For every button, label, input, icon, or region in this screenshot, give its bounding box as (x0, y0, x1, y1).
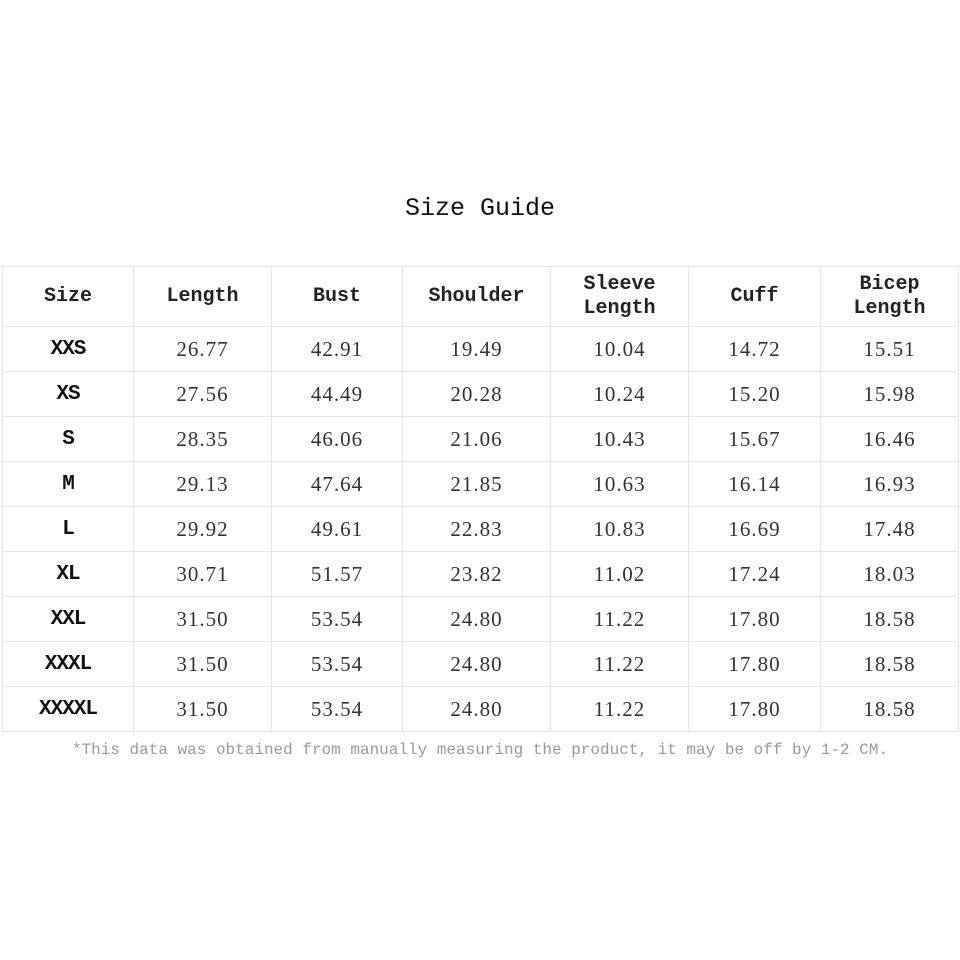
measurement-cell: 17.80 (688, 641, 821, 687)
measurement-cell: 27.56 (133, 371, 272, 417)
measurement-cell: 15.67 (688, 416, 821, 462)
measurement-cell: 16.14 (688, 461, 821, 507)
measurement-cell: 53.54 (271, 596, 403, 642)
measurement-cell: 53.54 (271, 686, 403, 732)
measurement-cell: 30.71 (133, 551, 272, 597)
table-row: XXL 31.50 53.54 24.80 11.22 17.80 18.58 (2, 596, 959, 642)
measurement-cell: 24.80 (402, 686, 551, 732)
measurement-cell: 11.22 (550, 596, 689, 642)
size-label-cell: XS (2, 371, 134, 417)
size-label-cell: XL (2, 551, 134, 597)
measurement-cell: 11.02 (550, 551, 689, 597)
table-row: S 28.35 46.06 21.06 10.43 15.67 16.46 (2, 416, 959, 462)
size-label-cell: M (2, 461, 134, 507)
measurement-cell: 29.13 (133, 461, 272, 507)
table-row: XS 27.56 44.49 20.28 10.24 15.20 15.98 (2, 371, 959, 417)
size-label-cell: XXL (2, 596, 134, 642)
measurement-cell: 29.92 (133, 506, 272, 552)
measurement-cell: 10.04 (550, 326, 689, 372)
size-table: Size Length Bust Shoulder Sleeve Length Cuff B… (2, 266, 959, 732)
size-label-cell: XXXL (2, 641, 134, 687)
measurement-cell: 46.06 (271, 416, 403, 462)
size-label-cell: XXS (2, 326, 134, 372)
measurement-cell: 18.58 (820, 641, 959, 687)
measurement-cell: 16.46 (820, 416, 959, 462)
measurement-cell: 31.50 (133, 686, 272, 732)
size-label-cell: L (2, 506, 134, 552)
measurement-cell: 10.83 (550, 506, 689, 552)
table-row: XL 30.71 51.57 23.82 11.02 17.24 18.03 (2, 551, 959, 597)
measurement-cell: 16.93 (820, 461, 959, 507)
measurement-cell: 26.77 (133, 326, 272, 372)
page-title: Size Guide (404, 194, 556, 223)
measurement-cell: 16.69 (688, 506, 821, 552)
measurement-cell: 51.57 (271, 551, 403, 597)
measurement-cell: 17.24 (688, 551, 821, 597)
table-row: XXXL 31.50 53.54 24.80 11.22 17.80 18.58 (2, 641, 959, 687)
measurement-cell: 14.72 (688, 326, 821, 372)
measurement-cell: 10.63 (550, 461, 689, 507)
measurement-cell: 17.48 (820, 506, 959, 552)
measurement-cell: 24.80 (402, 596, 551, 642)
table-row: L 29.92 49.61 22.83 10.83 16.69 17.48 (2, 506, 959, 552)
column-header: Shoulder (402, 266, 551, 327)
measurement-cell: 19.49 (402, 326, 551, 372)
measurement-cell: 53.54 (271, 641, 403, 687)
measurement-cell: 18.58 (820, 686, 959, 732)
column-header: Cuff (688, 266, 821, 327)
column-header: Length (133, 266, 272, 327)
table-row: XXXXL 31.50 53.54 24.80 11.22 17.80 18.58 (2, 686, 959, 732)
size-label-cell: S (2, 416, 134, 462)
measurement-cell: 24.80 (402, 641, 551, 687)
table-row: XXS 26.77 42.91 19.49 10.04 14.72 15.51 (2, 326, 959, 372)
measurement-cell: 15.20 (688, 371, 821, 417)
measurement-cell: 21.85 (402, 461, 551, 507)
measurement-cell: 31.50 (133, 596, 272, 642)
measurement-cell: 11.22 (550, 686, 689, 732)
measurement-cell: 17.80 (688, 596, 821, 642)
measurement-cell: 47.64 (271, 461, 403, 507)
column-header: Size (2, 266, 134, 327)
column-header: Bust (271, 266, 403, 327)
measurement-cell: 10.24 (550, 371, 689, 417)
measurement-cell: 18.58 (820, 596, 959, 642)
measurement-cell: 23.82 (402, 551, 551, 597)
measurement-cell: 11.22 (550, 641, 689, 687)
measurement-cell: 31.50 (133, 641, 272, 687)
measurement-cell: 15.51 (820, 326, 959, 372)
measurement-cell: 20.28 (402, 371, 551, 417)
measurement-cell: 28.35 (133, 416, 272, 462)
column-header: Bicep Length (820, 266, 959, 327)
measurement-cell: 17.80 (688, 686, 821, 732)
size-label-cell: XXXXL (2, 686, 134, 732)
measurement-cell: 10.43 (550, 416, 689, 462)
measurement-cell: 21.06 (402, 416, 551, 462)
measurement-cell: 22.83 (402, 506, 551, 552)
measurement-cell: 49.61 (271, 506, 403, 552)
measurement-cell: 18.03 (820, 551, 959, 597)
measurement-cell: 44.49 (271, 371, 403, 417)
table-row: M 29.13 47.64 21.85 10.63 16.14 16.93 (2, 461, 959, 507)
header-row: Size Length Bust Shoulder Sleeve Length Cuff B… (2, 266, 959, 327)
measurement-note: *This data was obtained from manually me… (71, 741, 889, 759)
measurement-cell: 15.98 (820, 371, 959, 417)
column-header: Sleeve Length (550, 266, 689, 327)
measurement-cell: 42.91 (271, 326, 403, 372)
